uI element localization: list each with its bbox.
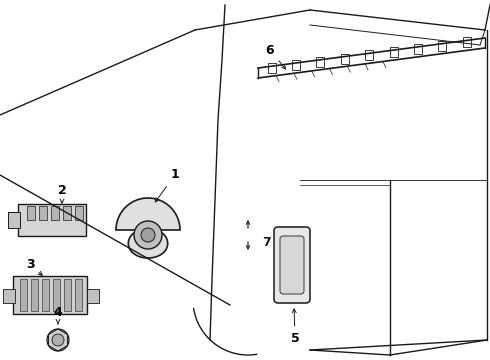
Text: 5: 5 — [291, 309, 299, 345]
Bar — [20, 279, 27, 311]
Bar — [42, 279, 49, 311]
FancyBboxPatch shape — [280, 236, 304, 294]
Bar — [31, 279, 38, 311]
Bar — [390, 47, 397, 57]
Bar — [463, 37, 471, 48]
Bar — [64, 279, 71, 311]
Bar — [51, 206, 59, 220]
Text: 4: 4 — [53, 306, 62, 324]
Text: 1: 1 — [155, 168, 179, 202]
Bar — [87, 289, 99, 303]
Text: 3: 3 — [25, 257, 42, 275]
Bar — [365, 50, 373, 60]
Bar — [63, 206, 71, 220]
Bar — [27, 206, 35, 220]
Bar — [75, 279, 82, 311]
Text: 7: 7 — [262, 237, 270, 249]
Circle shape — [52, 334, 64, 346]
Bar — [53, 279, 60, 311]
Circle shape — [47, 329, 69, 351]
Bar — [268, 63, 275, 73]
Bar — [75, 206, 83, 220]
Bar — [39, 206, 47, 220]
Bar — [292, 60, 300, 70]
Bar — [13, 276, 87, 314]
Polygon shape — [116, 198, 180, 258]
Bar — [8, 212, 20, 228]
Circle shape — [141, 228, 155, 242]
Bar — [3, 289, 15, 303]
Text: 6: 6 — [266, 44, 286, 69]
Bar — [439, 41, 446, 51]
Bar — [414, 44, 422, 54]
FancyBboxPatch shape — [274, 227, 310, 303]
Bar — [317, 57, 324, 67]
Bar — [18, 204, 86, 236]
Text: 2: 2 — [58, 184, 66, 203]
Circle shape — [134, 221, 162, 249]
Bar — [341, 54, 349, 63]
